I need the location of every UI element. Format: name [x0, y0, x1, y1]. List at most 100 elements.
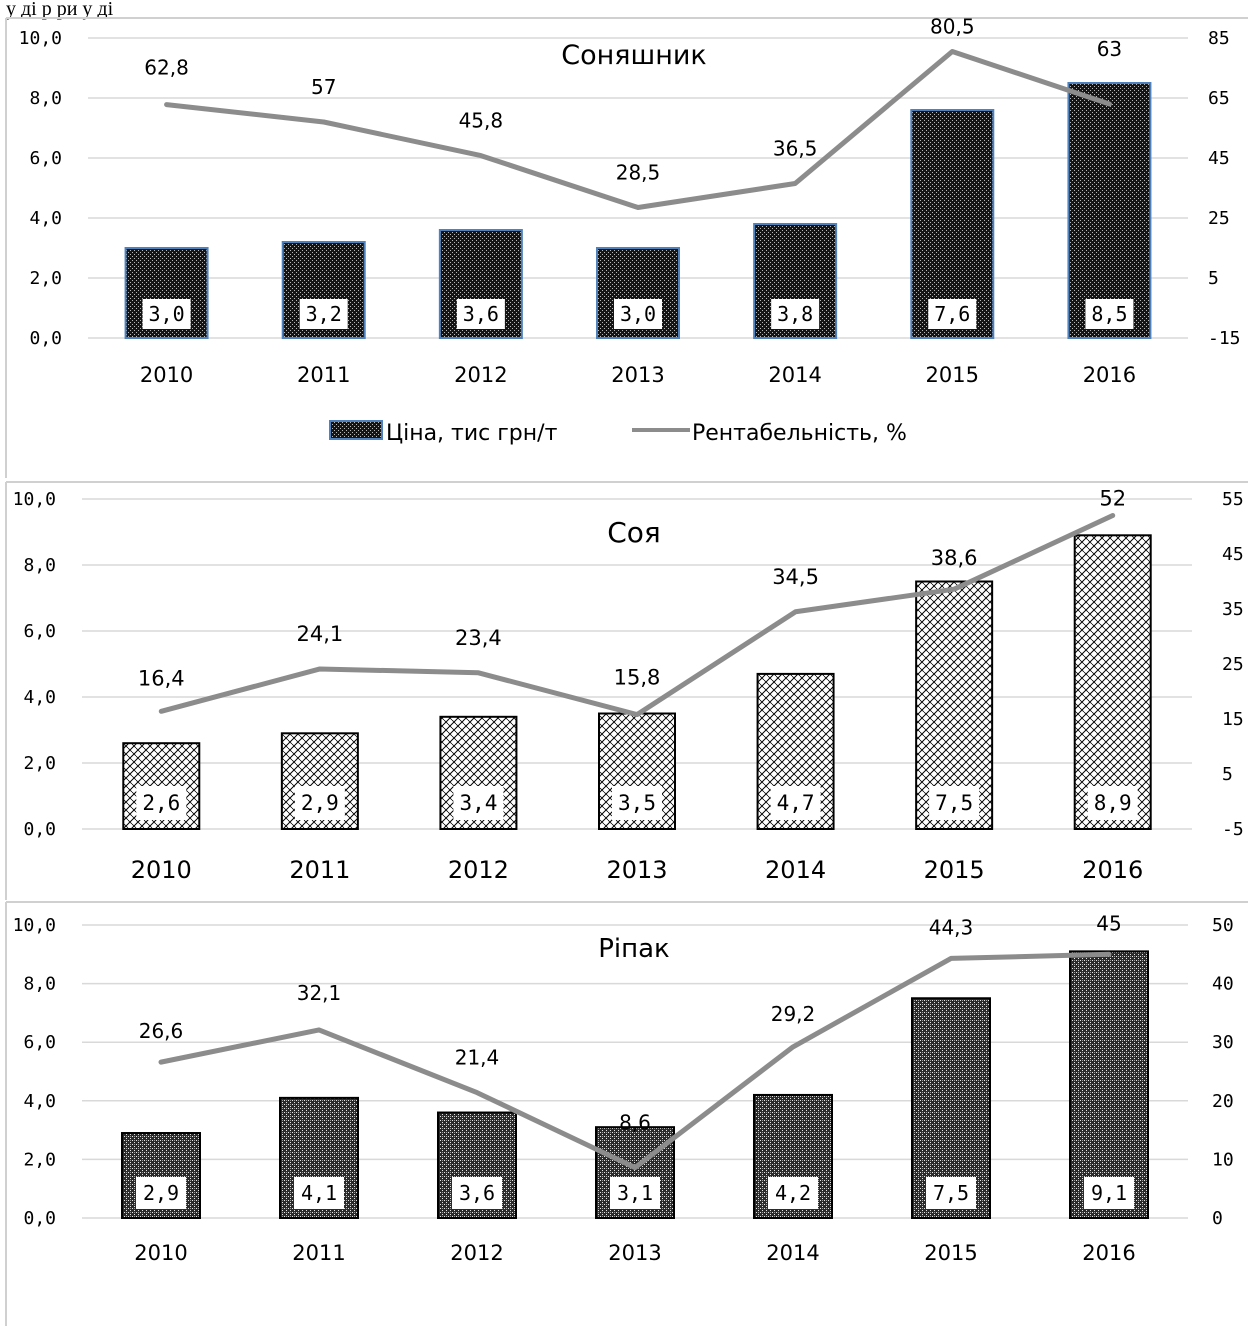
y-axis-tick-label: 2,0: [23, 1149, 56, 1170]
bar-value-box: [294, 1177, 344, 1209]
y-axis-tick-label: 6,0: [29, 148, 62, 169]
line-value-label: 26,6: [139, 1019, 184, 1043]
y-axis-tick-label: 2,0: [23, 753, 56, 774]
legend-label-profitability: Рентабельність, %: [692, 421, 907, 446]
y-axis-tick-label: 8,0: [29, 88, 62, 109]
line-value-label: 45,8: [459, 109, 504, 133]
legend-label-price: Ціна, тис грн/т: [386, 421, 558, 446]
bar-value-label: 3,6: [463, 302, 499, 326]
line-value-label: 23,4: [455, 626, 502, 650]
x-axis-category-label: 2011: [292, 1241, 345, 1265]
line-value-label: 63: [1097, 37, 1122, 61]
y-axis-tick-label: 8,0: [23, 555, 56, 576]
bar-value-box: [142, 299, 191, 329]
bar: [1073, 534, 1152, 830]
x-axis-category-label: 2014: [765, 856, 826, 884]
x-axis-category-label: 2015: [924, 1241, 977, 1265]
bar-value-box: [294, 786, 345, 820]
y2-axis-tick-label: -5: [1222, 819, 1244, 840]
bar-value-label: 3,5: [618, 791, 656, 815]
bar-value-label: 7,6: [934, 302, 970, 326]
line-value-label: 16,4: [138, 666, 185, 690]
y-axis-tick-label: 8,0: [23, 974, 56, 995]
caption: у ді р ри у ді: [6, 0, 114, 20]
bar-value-label: 8,5: [1091, 302, 1127, 326]
x-axis-category-label: 2013: [606, 856, 667, 884]
y-axis-tick-label: 4,0: [23, 1091, 56, 1112]
y2-axis-tick-label: 30: [1212, 1032, 1234, 1053]
bar-value-label: 3,8: [777, 302, 813, 326]
y-axis-tick-label: 0,0: [29, 328, 62, 349]
bar-value-box: [136, 786, 187, 820]
y-axis-tick-label: 10,0: [13, 489, 56, 510]
y2-axis-tick-label: 85: [1208, 28, 1230, 49]
x-axis-category-label: 2016: [1083, 363, 1136, 387]
x-axis-category-label: 2011: [289, 856, 350, 884]
chart-panel-sunflower: 0,0 2,0 4,0 6,0 8,0 10,0 -15 5 25 45 65 85 3,0 3,2 3,6…: [5, 15, 1248, 478]
line-value-label: 52: [1099, 487, 1126, 511]
bar-value-box: [1087, 786, 1138, 820]
y2-axis-tick-label: 35: [1222, 599, 1244, 620]
x-axis-category-label: 2014: [768, 363, 821, 387]
bar-value-label: 9,1: [1091, 1181, 1127, 1205]
y-axis-tick-label: 2,0: [29, 268, 62, 289]
line-value-label: 21,4: [455, 1046, 500, 1070]
bar: [279, 1096, 359, 1219]
line-value-label: 62,8: [144, 56, 189, 80]
y2-axis-tick-label: 10: [1212, 1149, 1234, 1170]
line-value-label: 24,1: [296, 622, 343, 646]
x-axis-category-label: 2012: [450, 1241, 503, 1265]
y2-axis-tick-label: 20: [1212, 1091, 1234, 1112]
bar-value-box: [929, 786, 980, 820]
line-value-label: 8,6: [619, 1111, 651, 1135]
bar: [1067, 82, 1152, 339]
bar-value-label: 7,5: [933, 1181, 969, 1205]
line-value-label: 34,5: [772, 565, 819, 589]
bar-value-label: 8,9: [1094, 791, 1132, 815]
y2-axis-tick-label: 25: [1208, 208, 1230, 229]
x-axis-category-label: 2010: [131, 856, 192, 884]
bar-value-box: [768, 1177, 818, 1209]
y2-axis-tick-label: 5: [1208, 268, 1219, 289]
chart-title: Соняшник: [561, 40, 706, 71]
bar-value-label: 7,5: [935, 791, 973, 815]
bar-value-box: [136, 1177, 186, 1209]
x-axis-category-label: 2014: [766, 1241, 819, 1265]
line-value-label: 57: [311, 75, 336, 99]
bar-value-box: [612, 786, 662, 820]
bar-value-label: 4,7: [777, 791, 815, 815]
x-axis-category-label: 2010: [140, 363, 193, 387]
y-axis-tick-label: 10,0: [13, 915, 56, 936]
y2-axis-tick-label: 65: [1208, 88, 1230, 109]
y-axis-tick-label: 6,0: [23, 621, 56, 642]
bar-value-label: 2,9: [301, 791, 339, 815]
x-axis-category-label: 2010: [134, 1241, 187, 1265]
chart-legend: Ціна, тис грн/т Рентабельність, %: [329, 420, 907, 446]
x-axis-category-label: 2013: [611, 363, 664, 387]
y2-axis-tick-label: 45: [1222, 544, 1244, 565]
bar-value-box: [456, 299, 505, 329]
y-axis-tick-label: 4,0: [23, 687, 56, 708]
chart-title: Ріпак: [598, 934, 670, 964]
y2-axis-tick-label: -15: [1208, 328, 1241, 349]
bar-value-box: [453, 786, 504, 820]
x-axis-category-label: 2015: [926, 363, 979, 387]
x-axis-category-label: 2012: [448, 856, 509, 884]
line-value-label: 29,2: [771, 1002, 816, 1026]
y2-axis-tick-label: 40: [1212, 974, 1234, 995]
y2-axis-tick-label: 25: [1222, 654, 1244, 675]
bar: [1069, 950, 1149, 1219]
y-axis-tick-label: 0,0: [23, 1208, 56, 1229]
bar-value-label: 4,1: [301, 1181, 337, 1205]
x-axis-category-label: 2011: [297, 363, 350, 387]
bar-value-label: 3,1: [617, 1181, 653, 1205]
bar-value-box: [1084, 1177, 1134, 1209]
legend-swatch-price: [329, 420, 383, 440]
line-value-label: 28,5: [616, 161, 661, 185]
bar-value-box: [770, 786, 821, 820]
y2-axis-tick-label: 55: [1222, 489, 1244, 510]
y2-axis-tick-label: 50: [1212, 915, 1234, 936]
line-value-label: 38,6: [931, 546, 978, 570]
chart-title: Соя: [607, 516, 661, 549]
